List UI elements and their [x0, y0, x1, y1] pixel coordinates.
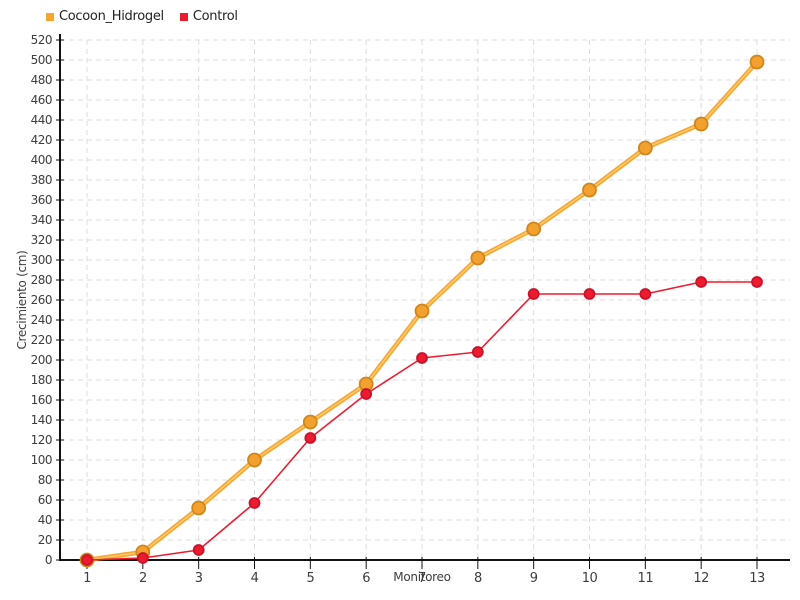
x-tick-label: 11 — [638, 571, 654, 586]
legend-label-cocoon-hidrogel: Cocoon_Hidrogel — [59, 9, 164, 24]
y-tick-label: 380 — [31, 173, 52, 187]
data-point-control-10[interactable] — [583, 288, 596, 300]
data-point-control-13[interactable] — [751, 276, 763, 288]
legend-item-control[interactable]: Control — [179, 9, 238, 24]
x-tick-label: 5 — [306, 571, 314, 586]
x-tick-label: 4 — [251, 571, 259, 586]
y-tick-label: 240 — [31, 313, 52, 327]
y-tick-label: 460 — [31, 93, 52, 107]
x-tick-label: 9 — [530, 571, 538, 586]
data-point-control-5[interactable] — [304, 432, 317, 444]
data-point-cocoon_hidrogel-9[interactable] — [526, 221, 542, 237]
legend-label-control: Control — [192, 9, 238, 24]
data-point-control-2[interactable] — [136, 552, 149, 564]
legend-item-cocoon-hidrogel[interactable]: Cocoon_Hidrogel — [46, 9, 164, 24]
data-point-control-6[interactable] — [360, 388, 373, 400]
x-tick-label: 8 — [474, 571, 482, 586]
data-point-control-12[interactable] — [695, 276, 708, 288]
x-tick-label: 3 — [195, 571, 203, 586]
y-tick-label: 60 — [38, 493, 52, 507]
y-tick-label: 80 — [38, 473, 52, 487]
data-point-control-8[interactable] — [471, 346, 484, 358]
y-tick-label: 100 — [31, 453, 52, 467]
data-point-cocoon_hidrogel-11[interactable] — [637, 140, 653, 156]
data-point-control-1[interactable] — [81, 554, 93, 566]
y-tick-label: 400 — [31, 153, 52, 167]
data-point-cocoon_hidrogel-3[interactable] — [191, 500, 207, 516]
data-point-control-4[interactable] — [248, 497, 261, 509]
data-point-cocoon_hidrogel-10[interactable] — [582, 182, 597, 198]
y-tick-label: 480 — [31, 73, 52, 87]
y-tick-label: 120 — [31, 433, 52, 447]
x-tick-label: 2 — [139, 571, 147, 586]
data-point-cocoon_hidrogel-5[interactable] — [302, 414, 318, 430]
data-point-cocoon_hidrogel-7[interactable] — [414, 303, 430, 319]
x-tick-label: 12 — [693, 571, 709, 586]
x-tick-label: 1 — [83, 571, 91, 586]
y-tick-label: 0 — [45, 553, 52, 567]
chart-legend: Cocoon_Hidrogel Control — [46, 9, 238, 24]
y-tick-label: 180 — [31, 373, 52, 387]
data-point-cocoon_hidrogel-8[interactable] — [470, 250, 486, 266]
data-point-control-9[interactable] — [527, 288, 540, 300]
x-tick-label: 10 — [582, 571, 598, 586]
y-tick-label: 280 — [31, 273, 52, 287]
x-tick-label: 13 — [749, 571, 765, 586]
data-point-control-7[interactable] — [416, 352, 428, 364]
y-tick-label: 420 — [31, 133, 52, 147]
y-tick-label: 440 — [31, 113, 52, 127]
y-tick-label: 260 — [31, 293, 52, 307]
y-tick-label: 220 — [31, 333, 52, 347]
y-tick-label: 200 — [31, 353, 52, 367]
data-point-cocoon_hidrogel-13[interactable] — [749, 54, 765, 70]
y-tick-label: 40 — [38, 513, 52, 527]
y-axis-title: Crecimiento (cm) — [15, 250, 29, 349]
x-tick-label: 7 — [418, 571, 426, 586]
data-point-control-11[interactable] — [639, 288, 652, 300]
y-tick-label: 20 — [38, 533, 52, 547]
x-tick-label: 6 — [362, 571, 370, 586]
y-tick-label: 300 — [31, 253, 52, 267]
y-tick-label: 360 — [31, 193, 52, 207]
data-point-cocoon_hidrogel-4[interactable] — [247, 452, 262, 468]
legend-swatch-control-icon — [179, 12, 188, 21]
legend-swatch-cocoon-hidrogel-icon — [46, 12, 54, 21]
y-tick-label: 160 — [31, 393, 52, 407]
x-axis-title: Monitoreo — [393, 570, 450, 584]
y-tick-label: 320 — [31, 233, 52, 247]
data-point-control-3[interactable] — [192, 544, 205, 556]
y-tick-label: 340 — [31, 213, 52, 227]
y-tick-label: 500 — [31, 53, 52, 67]
y-tick-label: 520 — [31, 33, 52, 47]
y-tick-label: 140 — [31, 413, 52, 427]
data-point-cocoon_hidrogel-12[interactable] — [693, 116, 709, 132]
